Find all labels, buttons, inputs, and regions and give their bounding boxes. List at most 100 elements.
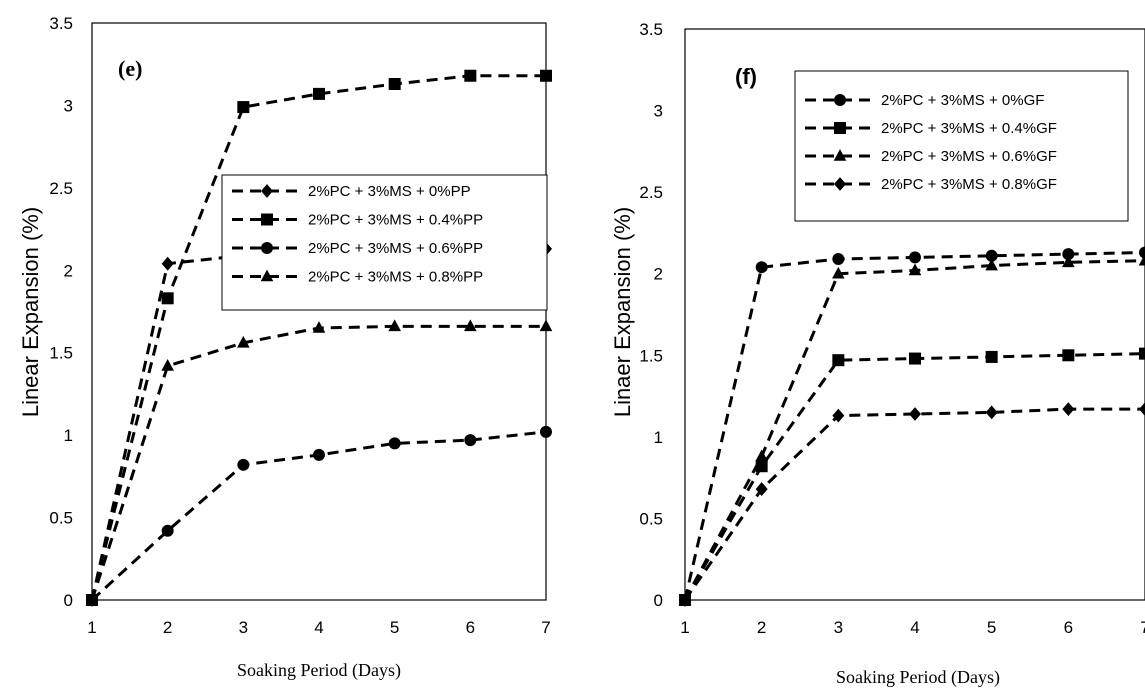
- series-line: [683, 251, 1145, 601]
- data-point: [908, 263, 922, 276]
- data-point: [1139, 347, 1145, 360]
- legend: 2%PC + 3%MS + 0%GF 2%PC + 3%MS + 0.4%GF 2%…: [794, 70, 1129, 222]
- x-tick-label: 7: [1140, 618, 1145, 637]
- x-tick-label: 1: [680, 618, 689, 637]
- y-axis-label: Linaer Expansion (%): [610, 207, 635, 417]
- x-axis-label: Soaking Period (Days): [237, 660, 401, 681]
- data-point: [313, 87, 325, 100]
- data-point: [832, 354, 845, 367]
- data-point: [313, 448, 325, 461]
- y-tick-label: 3.5: [49, 14, 73, 33]
- x-tick-label: 2: [163, 618, 172, 637]
- data-point: [388, 319, 401, 332]
- series-line: [683, 352, 1145, 601]
- legend-entry: 2%PC + 3%MS + 0%GF: [881, 92, 1044, 109]
- data-point: [1062, 255, 1075, 268]
- x-tick-label: 7: [541, 618, 550, 637]
- data-point: [1138, 253, 1145, 266]
- data-point: [1062, 349, 1075, 362]
- data-point: [755, 449, 768, 462]
- data-point: [909, 352, 921, 365]
- data-point: [909, 407, 921, 421]
- legend-entry: 2%PC + 3%MS + 0.4%GF: [881, 120, 1057, 137]
- chart-panel-e: 0 0.5 1 1.5 2 2.5 3 3.5 1 2 3 4 5 6 7 Linear Expansion …: [18, 14, 553, 681]
- legend-marker: [834, 94, 846, 106]
- data-point: [161, 292, 174, 305]
- legend-marker: [261, 184, 273, 198]
- data-point: [161, 359, 174, 371]
- data-point: [985, 350, 998, 363]
- series-triangle: [85, 319, 553, 605]
- data-point: [679, 593, 691, 607]
- x-tick-label: 4: [910, 618, 919, 637]
- legend-entry: 2%PC + 3%MS + 0%PP: [308, 183, 471, 200]
- data-point: [1062, 248, 1075, 261]
- series-triangle: [678, 253, 1145, 605]
- legend-entry: 2%PC + 3%MS + 0.6%GF: [881, 148, 1057, 165]
- y-tick-label: 2.5: [639, 183, 663, 202]
- data-point: [755, 261, 768, 274]
- data-point: [985, 405, 998, 420]
- legend-marker: [261, 213, 273, 226]
- legend-marker: [261, 242, 273, 254]
- data-point: [312, 321, 326, 333]
- data-point: [539, 319, 553, 332]
- legend-marker: [834, 122, 846, 134]
- y-tick-label: 1: [64, 426, 73, 445]
- data-point: [85, 593, 99, 605]
- data-point: [985, 249, 998, 262]
- y-tick-label: 0: [654, 591, 663, 610]
- data-point: [832, 408, 845, 423]
- data-point: [832, 266, 845, 279]
- series-square: [86, 69, 552, 606]
- plot-area-frame: [684, 28, 1145, 601]
- panel-label: (f): [735, 64, 757, 89]
- legend-entry: 2%PC + 3%MS + 0.8%GF: [881, 176, 1057, 193]
- legend: 2%PC + 3%MS + 0%PP 2%PC + 3%MS + 0.4%PP 2%…: [221, 174, 548, 311]
- x-tick-label: 1: [87, 618, 96, 637]
- x-tick-label: 2: [757, 618, 766, 637]
- data-point: [832, 253, 845, 266]
- chart-panel-f: 0 0.5 1 1.5 2 2.5 3 3.5 1 2 3 4 5 6 7 Linaer Expansion …: [610, 20, 1145, 688]
- y-tick-label: 2: [654, 265, 663, 284]
- series-line: [90, 324, 546, 601]
- data-point: [464, 434, 477, 447]
- y-tick-label: 1.5: [639, 346, 663, 365]
- legend-marker: [833, 149, 847, 161]
- y-tick-label: 1.5: [49, 344, 73, 363]
- data-point: [755, 482, 768, 496]
- y-tick-label: 0.5: [639, 509, 663, 528]
- panel-label: (e): [118, 56, 142, 81]
- x-tick-label: 4: [314, 618, 323, 637]
- series-square: [679, 347, 1145, 606]
- data-point: [540, 69, 552, 82]
- data-point: [909, 251, 921, 264]
- data-point: [540, 425, 552, 438]
- series-line: [683, 259, 1145, 601]
- series-diamond: [679, 402, 1145, 607]
- data-point: [1139, 402, 1145, 417]
- y-tick-label: 2: [64, 261, 73, 280]
- series-line: [683, 407, 1145, 601]
- x-tick-label: 6: [1064, 618, 1073, 637]
- y-tick-label: 1: [654, 428, 663, 447]
- series-circle: [86, 425, 552, 606]
- y-tick-label: 3.5: [639, 20, 663, 39]
- legend-marker: [834, 177, 846, 191]
- x-tick-label: 6: [466, 618, 475, 637]
- y-tick-label: 3: [64, 96, 73, 115]
- data-point: [464, 69, 477, 82]
- data-point: [985, 258, 998, 271]
- y-axis-label: Linear Expansion (%): [18, 207, 43, 417]
- plot-area-frame: [91, 22, 547, 601]
- legend-box: [221, 174, 548, 311]
- legend-marker: [260, 269, 274, 282]
- x-tick-label: 3: [834, 618, 843, 637]
- legend-box: [794, 70, 1129, 222]
- data-point: [237, 335, 250, 348]
- y-tick-label: 0.5: [49, 509, 73, 528]
- x-tick-label: 3: [239, 618, 248, 637]
- legend-entry: 2%PC + 3%MS + 0.4%PP: [308, 212, 483, 229]
- data-point: [1062, 402, 1075, 417]
